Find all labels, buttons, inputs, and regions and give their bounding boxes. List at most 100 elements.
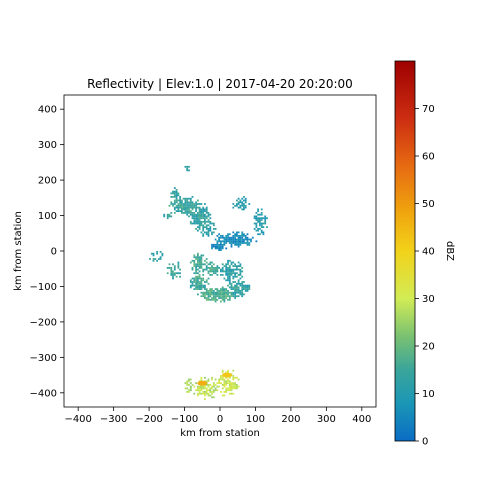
echo-cell: [206, 281, 208, 283]
echo-cell: [248, 285, 250, 287]
echo-cell: [229, 278, 231, 280]
y-tick-label: −300: [30, 353, 57, 364]
echo-cell: [199, 271, 201, 273]
echo-cell: [211, 393, 213, 395]
echo-cell: [261, 219, 263, 221]
echo-cell: [204, 226, 206, 228]
echo-cell: [224, 395, 226, 397]
echo-cell: [190, 212, 192, 214]
echo-cell: [201, 255, 203, 257]
echo-cell: [206, 210, 208, 212]
echo-cell: [259, 223, 261, 225]
echo-cell: [234, 269, 236, 271]
echo-cell: [186, 198, 188, 200]
echo-cell: [215, 228, 217, 230]
echo-cell: [261, 226, 263, 228]
echo-cell: [248, 242, 250, 244]
echo-cell: [204, 288, 206, 290]
echo-cell: [192, 281, 194, 283]
x-tick-label: −400: [64, 414, 91, 425]
echo-cell: [208, 290, 210, 292]
echo-cell: [174, 209, 176, 211]
echo-cell: [209, 389, 211, 391]
echo-cell: [197, 276, 199, 278]
echo-cell: [151, 253, 153, 255]
echo-cell: [224, 382, 226, 384]
echo-cell: [238, 265, 240, 267]
echo-cell: [215, 299, 217, 301]
echo-cell: [195, 278, 197, 280]
echo-cell: [224, 292, 226, 294]
echo-cell: [192, 260, 194, 262]
echo-cell: [186, 212, 188, 214]
echo-cell: [231, 239, 233, 241]
echo-cell: [227, 292, 229, 294]
echo-cell: [224, 379, 226, 381]
echo-cell: [241, 233, 243, 235]
echo-cell: [213, 223, 215, 225]
echo-cell: [241, 201, 243, 203]
echo-cell: [204, 398, 206, 400]
echo-cell: [199, 210, 201, 212]
echo-cell: [241, 205, 243, 207]
echo-cell: [179, 198, 181, 200]
echo-cell: [201, 279, 203, 281]
echo-cell: [213, 386, 215, 388]
echo-cell: [206, 221, 208, 223]
echo-cell: [190, 223, 192, 225]
echo-cell: [179, 196, 181, 198]
echo-cell: [256, 224, 258, 226]
echo-cell: [204, 287, 206, 289]
echo-cell: [248, 239, 250, 241]
echo-cell: [234, 295, 236, 297]
echo-cell: [245, 242, 247, 244]
echo-cell: [257, 219, 259, 221]
echo-cell: [254, 228, 256, 230]
echo-cell: [211, 396, 213, 398]
echo-cell: [250, 239, 252, 241]
echo-cell: [211, 248, 213, 250]
echo-cell: [206, 288, 208, 290]
echo-cell: [199, 258, 201, 260]
echo-cell: [167, 217, 169, 219]
echo-cell: [199, 224, 201, 226]
echo-cell: [202, 224, 204, 226]
echo-cell: [185, 205, 187, 207]
echo-cell: [225, 240, 227, 242]
x-axis-label: km from station: [180, 428, 260, 439]
echo-cell: [220, 377, 222, 379]
echo-cell: [188, 379, 190, 381]
echo-cell: [232, 386, 234, 388]
echo-cell: [247, 287, 249, 289]
echo-cell: [206, 217, 208, 219]
echo-cell: [202, 216, 204, 218]
echo-cell: [240, 237, 242, 239]
echo-cell: [204, 216, 206, 218]
echo-cell: [202, 263, 204, 265]
echo-cell: [238, 269, 240, 271]
echo-cell: [225, 292, 227, 294]
echo-cell: [234, 244, 236, 246]
echo-cell: [181, 212, 183, 214]
echo-cell: [195, 267, 197, 269]
echo-cell: [217, 295, 219, 297]
echo-cell: [208, 267, 210, 269]
echo-cell: [211, 262, 213, 264]
strong-cell-core: [197, 381, 207, 386]
echo-cell: [218, 380, 220, 382]
echo-cell: [225, 391, 227, 393]
echo-cell: [179, 269, 181, 271]
echo-cell: [201, 210, 203, 212]
echo-cell: [178, 267, 180, 269]
echo-cell: [213, 228, 215, 230]
echo-cell: [218, 237, 220, 239]
echo-cell: [220, 249, 222, 251]
echo-cell: [225, 294, 227, 296]
echo-cell: [181, 207, 183, 209]
echo-cell: [199, 391, 201, 393]
echo-cell: [179, 210, 181, 212]
y-tick-label: 100: [38, 211, 57, 222]
echo-cell: [218, 297, 220, 299]
echo-cell: [248, 244, 250, 246]
echo-cell: [202, 274, 204, 276]
